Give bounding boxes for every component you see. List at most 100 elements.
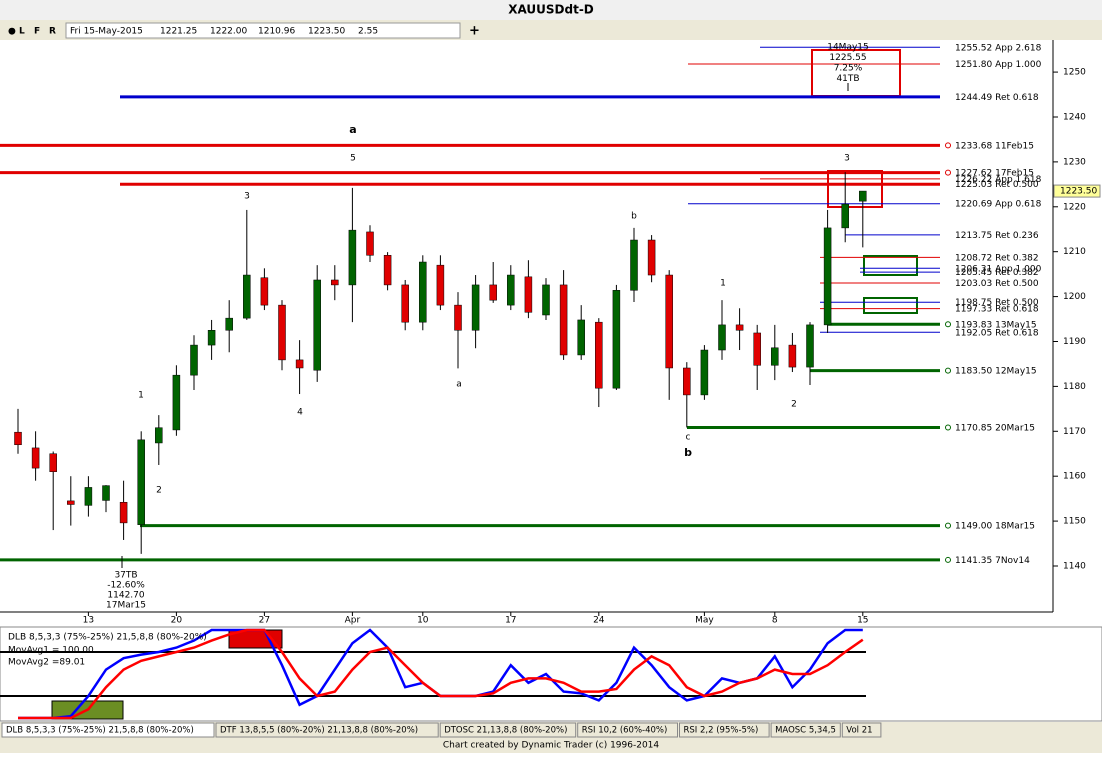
candle-body — [859, 190, 867, 202]
wave-label: b — [684, 446, 692, 459]
candle-body — [753, 332, 761, 366]
candle-body — [665, 274, 673, 369]
candle-body — [331, 279, 339, 286]
candle-body — [172, 374, 181, 431]
add-button[interactable]: + — [469, 24, 480, 39]
level-marker — [945, 556, 951, 563]
tool-button[interactable]: R — [49, 27, 56, 37]
tab[interactable] — [841, 722, 882, 738]
level-text: Ret 0.382 — [995, 268, 1039, 278]
candle-body — [489, 284, 497, 301]
level-value: 1205.45 — [955, 268, 992, 278]
candle-body — [471, 284, 480, 331]
info-text: 17Mar15 — [106, 601, 146, 611]
tab-label[interactable]: DTF 13,8,5,5 (80%-20%) 21,13,8,8 (80%-20… — [220, 726, 418, 736]
candle-body — [243, 274, 251, 319]
level-label: 1149.00 18Mar15 — [955, 521, 1035, 531]
level-value: 1183.50 — [955, 366, 992, 376]
x-tick-label: 20 — [171, 616, 183, 626]
x-tick-label: 24 — [593, 616, 605, 626]
tab[interactable] — [1, 722, 215, 738]
level-marker — [945, 142, 951, 149]
info-text: 1142.70 — [107, 591, 144, 601]
level-value: 1193.83 — [955, 320, 992, 330]
y-tick-label: 1200 — [1063, 292, 1086, 302]
tab-label[interactable]: MAOSC 5,34,5 — [775, 726, 836, 736]
candle-body — [295, 359, 304, 369]
level-value: 1255.52 — [955, 43, 992, 53]
target-box — [863, 297, 918, 314]
level-text: App 0.618 — [995, 199, 1041, 209]
tab[interactable] — [439, 722, 577, 738]
level-label: 1141.35 7Nov14 — [955, 555, 1030, 565]
level-marker — [945, 424, 951, 431]
candle-body — [190, 344, 198, 376]
level-text: Ret 0.500 — [995, 278, 1039, 288]
level-marker — [945, 522, 951, 529]
candle-body — [419, 261, 427, 323]
tool-button[interactable]: ● — [8, 27, 16, 37]
y-tick-label: 1210 — [1063, 247, 1086, 257]
level-label: 1251.80 App 1.000 — [955, 60, 1042, 70]
tab-label[interactable]: RSI 2,2 (95%-5%) — [684, 726, 759, 736]
tool-button[interactable]: L — [19, 27, 25, 37]
wave-label: a — [349, 123, 356, 136]
candle-body — [454, 304, 462, 331]
tab-label[interactable]: DTOSC 21,13,8,8 (80%-20%) — [444, 726, 567, 736]
level-text: 13May15 — [995, 320, 1037, 330]
level-label: 1226.22 App 1.618 — [955, 174, 1042, 184]
title-bar — [0, 0, 1102, 20]
x-tick-label: 17 — [505, 616, 516, 626]
y-tick-label: 1250 — [1063, 68, 1086, 78]
wave-label: 1 — [138, 391, 144, 401]
level-value: 1208.72 — [955, 253, 992, 263]
quote-close: 1223.50 — [308, 27, 345, 37]
level-value: 1197.33 — [955, 304, 992, 314]
wave-label: c — [686, 433, 691, 443]
candle-body — [823, 227, 832, 326]
tab[interactable] — [770, 722, 841, 738]
x-tick-label: 15 — [857, 616, 868, 626]
candle-body — [155, 427, 163, 444]
candle-body — [595, 321, 603, 389]
candle-body — [366, 231, 374, 256]
level-label: 1197.33 Ret 0.618 — [955, 304, 1039, 314]
level-text: 18Mar15 — [995, 521, 1035, 531]
tab-label[interactable]: Vol 21 — [846, 726, 872, 736]
level-text: App 1.000 — [995, 60, 1041, 70]
tab[interactable] — [577, 722, 679, 738]
level-label: 1244.49 Ret 0.618 — [955, 92, 1039, 102]
legend-entry: MovAvg1 = 100.00 — [8, 646, 94, 656]
tool-button[interactable]: F — [34, 27, 40, 37]
level-label: 1193.83 13May15 — [955, 320, 1037, 330]
candle-body — [524, 276, 533, 313]
level-value: 1251.80 — [955, 60, 992, 70]
candle-body — [683, 367, 691, 396]
level-label: 1233.68 11Feb15 — [955, 141, 1034, 151]
x-tick-label: 8 — [772, 616, 778, 626]
tab[interactable] — [679, 722, 770, 738]
level-text: 7Nov14 — [995, 555, 1030, 565]
level-value: 1226.22 — [955, 174, 992, 184]
info-text: 1225.55 — [829, 53, 866, 63]
candle-body — [718, 324, 726, 351]
level-label: 1208.72 Ret 0.382 — [955, 253, 1039, 263]
quote-high: 1222.00 — [210, 27, 247, 37]
y-tick-label: 1220 — [1063, 202, 1086, 212]
price-marker-label: 1223.50 — [1060, 187, 1097, 197]
quote-open: 1221.25 — [160, 27, 197, 37]
tab-label[interactable]: RSI 10,2 (60%-40%) — [582, 726, 668, 736]
tab-label[interactable]: DLB 8,5,3,3 (75%-25%) 21,5,8,8 (80%-20%) — [6, 726, 194, 736]
level-marker — [945, 169, 951, 176]
indicator-line — [18, 628, 864, 720]
legend-entry: MovAvg2 =89.01 — [8, 658, 85, 668]
tab[interactable] — [215, 722, 439, 738]
y-tick-label: 1180 — [1063, 382, 1086, 392]
level-label: 1255.52 App 2.618 — [955, 43, 1042, 53]
level-value: 1206.31 — [955, 264, 992, 274]
candle-body — [436, 264, 445, 306]
candle-body — [647, 239, 656, 276]
status-bar — [0, 738, 1102, 753]
level-marker — [945, 321, 951, 328]
